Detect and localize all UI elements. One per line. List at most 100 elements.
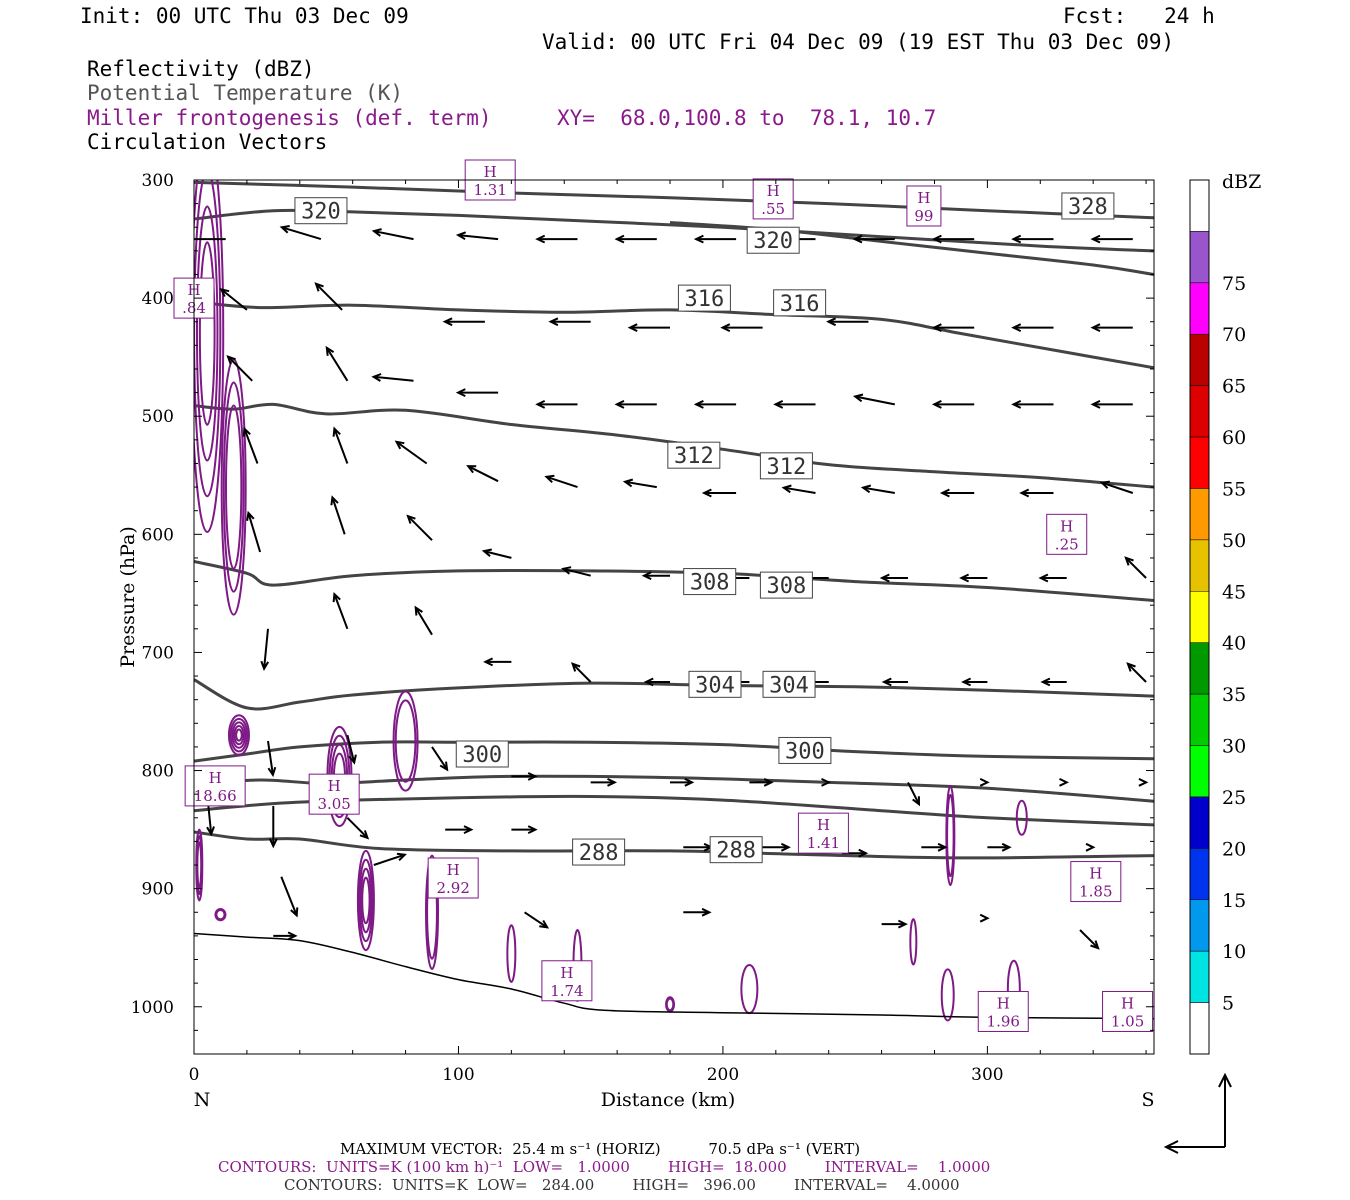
circulation-vectors bbox=[194, 225, 1149, 950]
circulation-vector bbox=[273, 931, 298, 941]
y-tick-label: 1000 bbox=[131, 998, 174, 1018]
circulation-vector bbox=[279, 225, 322, 241]
terrain-line bbox=[193, 932, 1155, 1020]
circulation-vector bbox=[1124, 556, 1147, 579]
svg-text:288: 288 bbox=[716, 839, 756, 864]
fronto-contour bbox=[358, 858, 374, 943]
circulation-vector bbox=[194, 238, 226, 241]
colorbar-segment bbox=[1189, 591, 1210, 643]
circulation-vector bbox=[330, 495, 346, 535]
y-tick-label: 300 bbox=[142, 171, 174, 191]
svg-text:308: 308 bbox=[767, 574, 807, 599]
circulation-vector bbox=[773, 400, 816, 409]
fronto-contour-info: CONTOURS: UNITS=K (100 km h)⁻¹ LOW= 1.00… bbox=[218, 1158, 991, 1176]
circulation-vector bbox=[219, 287, 248, 311]
theta-contour-label: 304 bbox=[762, 670, 816, 698]
y-tick-label: 900 bbox=[142, 880, 174, 900]
colorbar-segment bbox=[1189, 231, 1210, 284]
circulation-vector bbox=[481, 548, 512, 559]
colorbar-segment bbox=[1189, 488, 1210, 541]
theta-contour-label: 288 bbox=[709, 836, 763, 864]
circulation-vector bbox=[643, 677, 670, 687]
fronto-contour bbox=[194, 180, 222, 498]
circulation-vector bbox=[781, 484, 816, 494]
theta-contour-label: 312 bbox=[667, 441, 721, 469]
axes: 300 400 500 600 700 800 900 1000 0 100 200 300 Dista… bbox=[117, 171, 1155, 1111]
circulation-vector bbox=[939, 488, 975, 498]
circulation-vector bbox=[749, 778, 774, 787]
contour-labels: 328 320 320 316 316 312 312 308 308 304 304 300 300 2… bbox=[173, 159, 1154, 1032]
circulation-vector bbox=[931, 400, 975, 409]
circulation-vector bbox=[373, 852, 407, 866]
fronto-contour bbox=[356, 849, 375, 952]
circulation-vector bbox=[1038, 573, 1067, 583]
field-frontogenesis: Miller frontogenesis (def. term) bbox=[87, 106, 492, 130]
svg-text:1.96: 1.96 bbox=[987, 1012, 1020, 1030]
colorbar-frame bbox=[1189, 179, 1210, 1055]
theta-contour-info: CONTOURS: UNITS=K LOW= 284.00 HIGH= 396.… bbox=[284, 1176, 960, 1194]
fronto-contour bbox=[233, 724, 245, 746]
fronto-contour bbox=[394, 699, 417, 783]
colorbar-level-label: 55 bbox=[1222, 478, 1246, 500]
circulation-vector bbox=[267, 740, 277, 778]
colorbar-level-label: 25 bbox=[1222, 787, 1246, 809]
circulation-vector bbox=[1011, 234, 1054, 244]
circulation-vector bbox=[371, 228, 414, 241]
frontogenesis-max-label: H18.66 bbox=[184, 765, 246, 807]
theta-contour-296 bbox=[194, 774, 1154, 803]
fronto-contour bbox=[231, 721, 247, 749]
theta-contour-316 bbox=[194, 300, 1154, 370]
circulation-vector bbox=[879, 573, 908, 583]
svg-text:H: H bbox=[1060, 517, 1073, 535]
colorbar-segment bbox=[1189, 179, 1210, 232]
fronto-contour bbox=[227, 714, 250, 756]
svg-text:H: H bbox=[767, 182, 780, 200]
frontogenesis-max-label: H1.41 bbox=[797, 812, 849, 854]
x-end-label-north: N bbox=[194, 1089, 211, 1111]
circulation-vector bbox=[670, 778, 695, 787]
fronto-contour bbox=[665, 997, 675, 1012]
circulation-vector bbox=[242, 426, 259, 464]
circulation-vector bbox=[826, 317, 869, 327]
frontogenesis-max-label: H.55 bbox=[752, 178, 794, 220]
theta-contour-label: 320 bbox=[294, 197, 348, 225]
colorbar-title: dBZ bbox=[1222, 171, 1261, 193]
colorbar-level-label: 45 bbox=[1222, 581, 1246, 603]
theta-contour-312 bbox=[194, 402, 1154, 489]
circulation-vector bbox=[762, 842, 791, 852]
circulation-vector bbox=[614, 400, 657, 409]
colorbar-level-label: 50 bbox=[1222, 530, 1246, 552]
terrain-surface bbox=[193, 932, 1155, 1020]
circulation-vector bbox=[1138, 778, 1149, 787]
colorbar-segment bbox=[1189, 539, 1210, 592]
circulation-vector bbox=[979, 913, 990, 923]
circulation-vector bbox=[332, 426, 349, 464]
fronto-contour bbox=[946, 793, 955, 878]
svg-text:300: 300 bbox=[785, 739, 825, 764]
circulation-vector bbox=[371, 373, 414, 382]
fronto-contour bbox=[425, 854, 440, 970]
svg-text:1.85: 1.85 bbox=[1079, 883, 1112, 901]
circulation-vector bbox=[959, 573, 988, 583]
colorbar-segment bbox=[1189, 282, 1210, 335]
field-potential-temperature: Potential Temperature (K) bbox=[87, 81, 404, 105]
svg-text:18.66: 18.66 bbox=[194, 787, 237, 805]
colorbar-segment bbox=[1189, 642, 1210, 695]
circulation-vector bbox=[1079, 929, 1100, 950]
colorbar-level-label: 5 bbox=[1222, 993, 1234, 1015]
circulation-vector bbox=[627, 323, 670, 332]
circulation-vector bbox=[931, 323, 975, 332]
reference-vector-icon bbox=[1163, 1072, 1232, 1154]
x-axis-label: Distance (km) bbox=[601, 1089, 736, 1111]
fronto-contour bbox=[229, 717, 249, 753]
theta-contour-288 bbox=[194, 830, 1154, 860]
svg-text:H: H bbox=[209, 769, 222, 787]
svg-text:H: H bbox=[817, 816, 830, 834]
svg-text:312: 312 bbox=[767, 455, 807, 480]
theta-contour-308 bbox=[194, 560, 1154, 602]
colorbar-segment bbox=[1189, 899, 1210, 952]
svg-text:308: 308 bbox=[690, 571, 730, 596]
frontogenesis-max-label: H2.92 bbox=[427, 857, 479, 899]
circulation-vector bbox=[881, 677, 908, 687]
